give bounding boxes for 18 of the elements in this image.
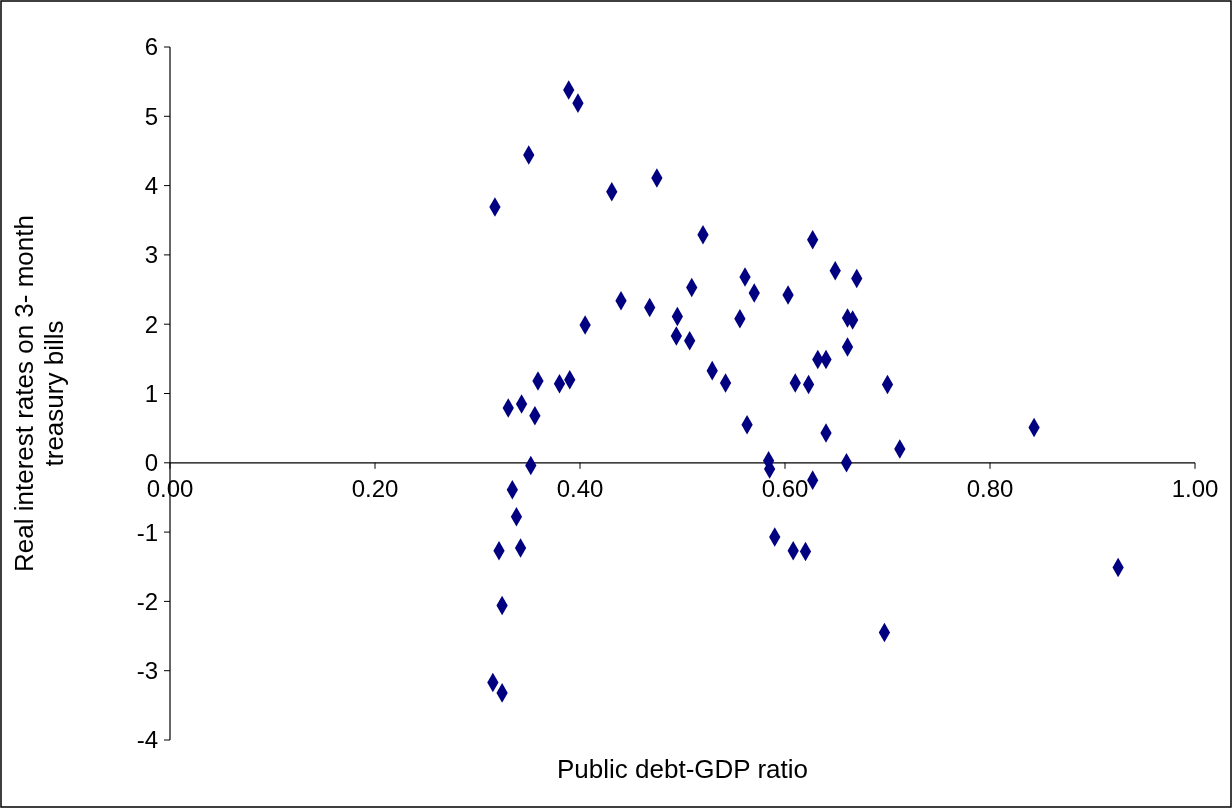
y-tick-label: -1 (136, 518, 158, 546)
y-tick-label: 5 (144, 102, 158, 130)
x-tick-label: 0.80 (966, 474, 1014, 502)
y-tick-label: -4 (136, 726, 158, 754)
y-axis-title: Real interest rates on 3- month treasury bills (9, 215, 69, 572)
y-tick-label: -2 (136, 587, 158, 615)
x-axis-title: Public debt-GDP ratio (557, 754, 808, 784)
y-tick-label: 6 (144, 33, 158, 61)
y-tick-label: 1 (144, 379, 158, 407)
x-tick-label: 1.00 (1171, 474, 1219, 502)
y-tick-label: -3 (136, 657, 158, 685)
y-tick-label: 2 (144, 310, 158, 338)
x-tick-label: 0.40 (556, 474, 604, 502)
y-tick-label: 0 (144, 449, 158, 477)
y-tick-label: 4 (144, 172, 158, 199)
x-tick-label: 0.20 (351, 474, 399, 502)
x-tick-label: 0.60 (761, 474, 809, 502)
y-tick-label: 3 (144, 241, 158, 269)
